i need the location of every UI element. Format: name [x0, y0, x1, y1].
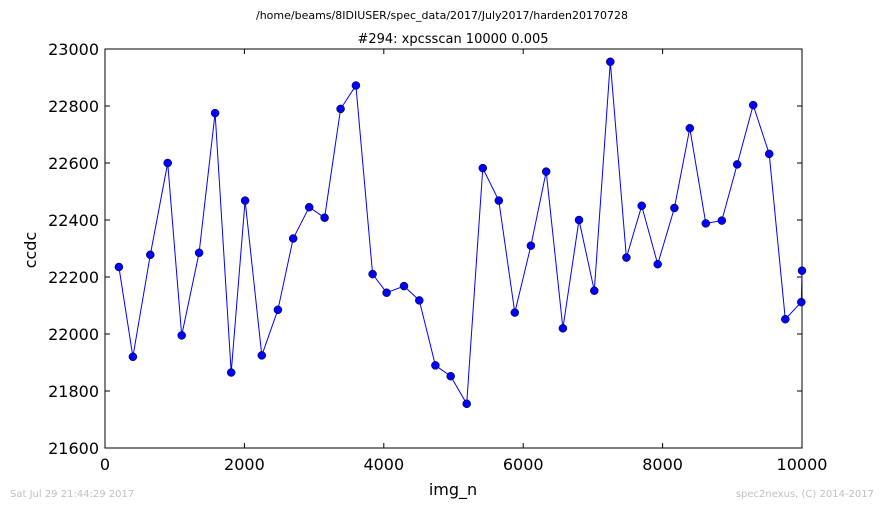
data-point [368, 269, 377, 279]
y-tick-label: 22200 [48, 268, 99, 287]
data-point [336, 104, 345, 114]
axis-ticks [104, 48, 803, 449]
data-point [732, 160, 742, 169]
data-point [526, 241, 536, 250]
data-point [240, 196, 250, 205]
data-point [717, 216, 727, 225]
footer-timestamp: Sat Jul 29 21:44:29 2017 [10, 489, 134, 500]
data-point [701, 219, 711, 228]
data-markers [114, 57, 807, 409]
data-point [351, 81, 361, 90]
plot-frame [104, 48, 803, 449]
data-point [685, 123, 695, 133]
y-tick-label: 21800 [48, 382, 99, 401]
data-point [399, 281, 409, 291]
data-point [606, 57, 615, 67]
data-point [177, 331, 186, 340]
data-point [510, 308, 520, 317]
data-point [128, 352, 138, 362]
data-point [574, 215, 584, 225]
data-point [462, 399, 471, 409]
data-point [210, 108, 220, 118]
data-point [431, 361, 440, 370]
y-tick-label: 22000 [48, 325, 99, 344]
chart-title: #294: xpcsscan 10000 0.005 [357, 32, 548, 47]
data-point [288, 234, 298, 243]
x-axis-label: img_n [429, 480, 477, 500]
data-point [320, 213, 329, 222]
figure-suptitle: /home/beams/8IDIUSER/spec_data/2017/July… [256, 9, 628, 22]
data-point [226, 368, 236, 377]
data-point [622, 253, 631, 262]
x-tick-label: 8000 [642, 455, 683, 474]
data-point [558, 324, 568, 333]
data-point [257, 351, 267, 360]
data-point [382, 288, 391, 297]
y-tick-label: 22800 [48, 97, 99, 116]
data-point [590, 286, 599, 295]
x-tick-label: 0 [100, 455, 110, 474]
y-tick-label: 22600 [48, 154, 99, 173]
data-point [764, 149, 774, 159]
data-point [797, 266, 807, 275]
data-point [653, 259, 662, 269]
data-point [797, 297, 806, 307]
data-point [146, 250, 155, 260]
data-point [163, 158, 172, 168]
y-tick-label: 22400 [48, 211, 99, 230]
data-point [748, 100, 758, 110]
y-tick-label: 23000 [48, 40, 99, 59]
data-point [637, 201, 646, 211]
axis-tick-labels: 0 2000 4000 6000 8000 10000 21600 21800 22000 222… [48, 40, 827, 474]
y-axis-label: ccdc [21, 232, 40, 269]
data-point [273, 305, 283, 315]
data-point [114, 262, 124, 272]
data-point [304, 202, 314, 212]
data-point [541, 167, 551, 176]
x-tick-label: 10000 [777, 455, 828, 474]
x-tick-label: 4000 [363, 455, 404, 474]
footer-credit: spec2nexus, (C) 2014-2017 [736, 489, 874, 500]
x-tick-label: 2000 [224, 455, 265, 474]
data-point [194, 248, 204, 258]
data-point [415, 296, 424, 305]
x-tick-label: 6000 [503, 455, 544, 474]
data-point [670, 203, 679, 213]
data-point [478, 163, 488, 173]
data-point [494, 196, 504, 205]
data-point [781, 314, 790, 324]
data-point [446, 371, 455, 381]
y-tick-label: 21600 [48, 439, 99, 458]
